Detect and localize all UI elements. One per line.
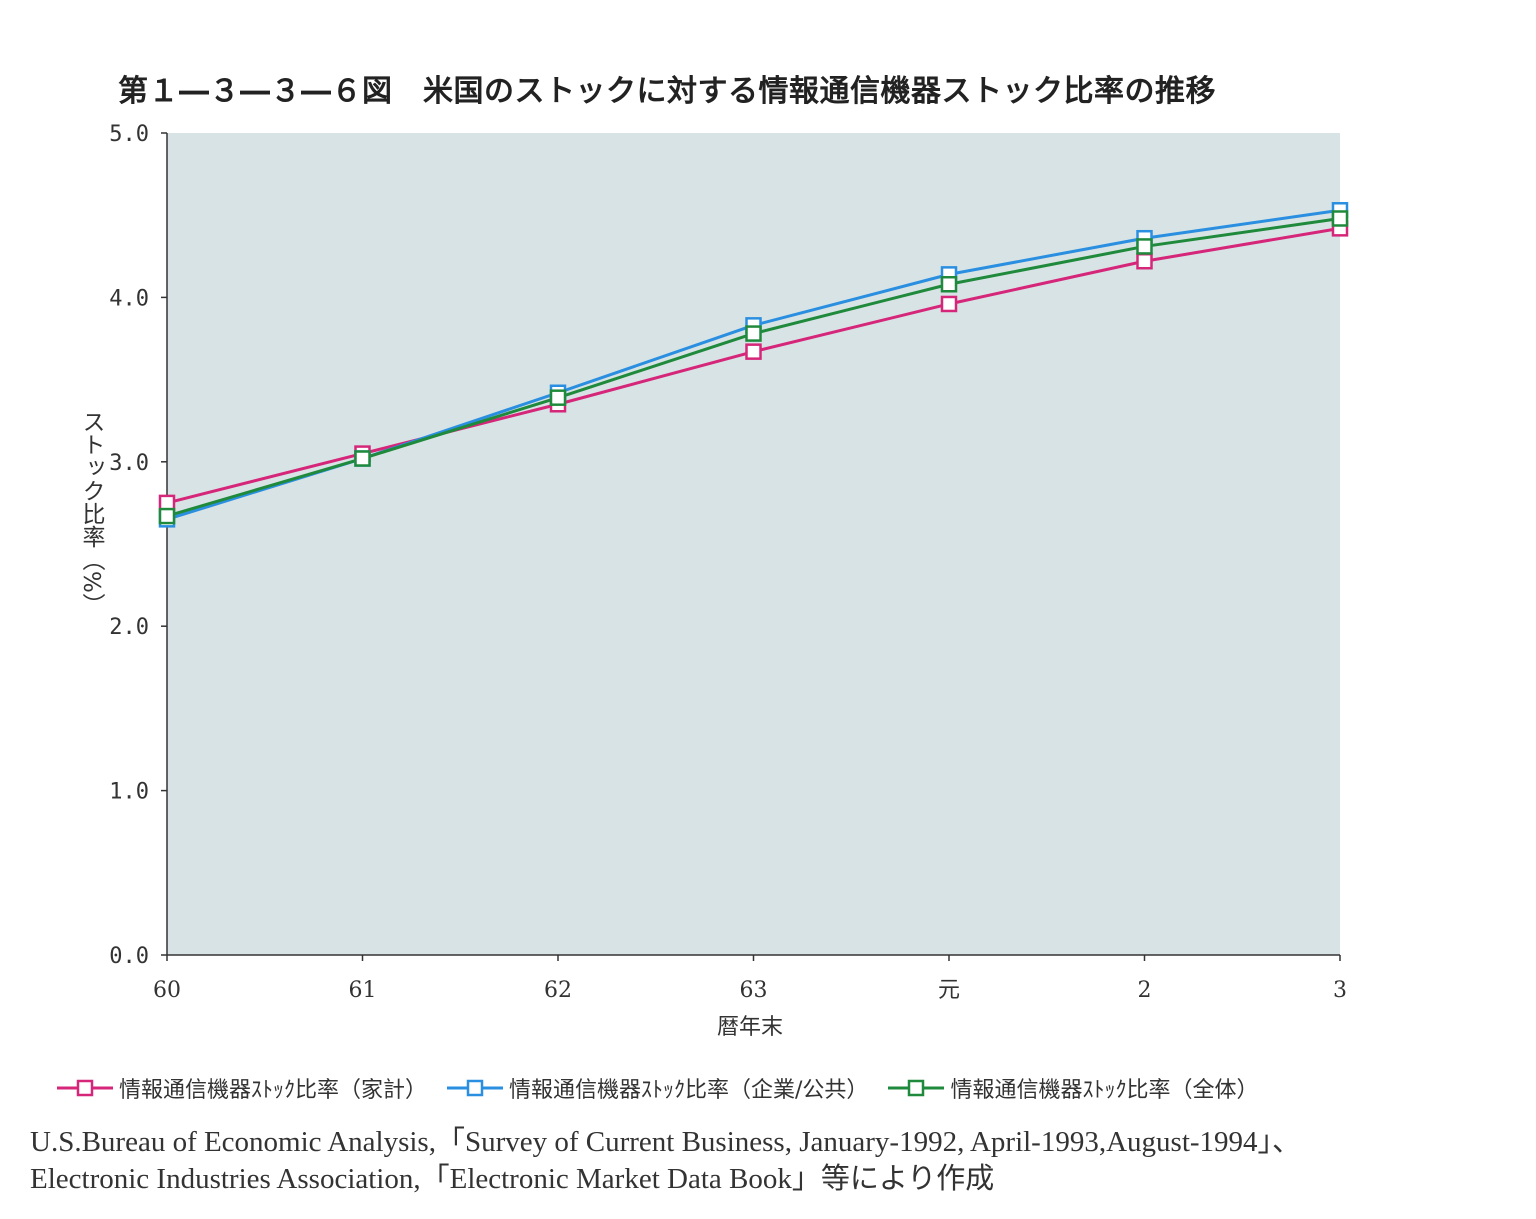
data-point-marker [354, 450, 371, 467]
data-point-marker [1331, 210, 1349, 227]
source-line-1: U.S.Bureau of Economic Analysis,「Survey … [30, 1126, 1302, 1158]
line-chart: 0.0 1.0 2.0 3.0 4.0 5.0 60 61 62 63 元 2 3 暦年末 [109, 122, 1349, 1040]
chart-title: 第１―３―３―６図 米国のストックに対する情報通信機器ストック比率の推移 [118, 74, 1216, 109]
legend-label: 情報通信機器ｽﾄｯｸ比率（企業/公共） [509, 1078, 869, 1103]
data-point-marker [940, 295, 958, 313]
legend: 情報通信機器ｽﾄｯｸ比率（家計） 情報通信機器ｽﾄｯｸ比率（企業/公共） 情報通信機… [55, 1072, 1258, 1104]
y-tick-label: 1.0 [109, 780, 149, 805]
y-tick-label: 0.0 [109, 944, 149, 969]
y-tick-label: 4.0 [109, 286, 149, 311]
legend-label: 情報通信機器ｽﾄｯｸ比率（家計） [119, 1078, 428, 1103]
x-tick-label: 2 [1138, 978, 1152, 1003]
x-tick-label: 元 [938, 978, 960, 1003]
y-tick-label: 3.0 [109, 451, 149, 476]
y-axis-ticks: 0.0 1.0 2.0 3.0 4.0 5.0 [109, 122, 167, 969]
x-tick-label: 61 [349, 978, 377, 1003]
x-tick-label: 3 [1333, 978, 1347, 1003]
data-point-marker [1136, 238, 1153, 255]
legend-swatch [447, 1079, 504, 1097]
legend-label: 情報通信機器ｽﾄｯｸ比率（全体） [950, 1078, 1259, 1103]
x-tick-label: 62 [544, 978, 572, 1003]
data-point-marker [745, 343, 762, 360]
legend-swatch [888, 1079, 945, 1097]
source-line-2: Electronic Industries Association,「Elect… [30, 1163, 995, 1195]
data-point-marker [158, 507, 176, 525]
y-tick-label: 5.0 [109, 122, 149, 147]
data-point-marker [1136, 252, 1153, 270]
x-tick-label: 63 [740, 978, 768, 1003]
x-axis-ticks: 60 61 62 63 元 2 3 [153, 955, 1347, 1003]
legend-item-0: 情報通信機器ｽﾄｯｸ比率（家計） [55, 1072, 427, 1104]
y-tick-label: 2.0 [109, 615, 149, 640]
legend-item-2: 情報通信機器ｽﾄｯｸ比率（全体） [886, 1072, 1258, 1104]
series-markers [158, 202, 1349, 528]
legend-item-1: 情報通信機器ｽﾄｯｸ比率（企業/公共） [445, 1072, 868, 1104]
data-point-marker [158, 494, 176, 512]
plot-area [167, 133, 1340, 955]
data-point-marker [940, 275, 958, 293]
source-note: U.S.Bureau of Economic Analysis,「Survey … [30, 1124, 1301, 1198]
data-point-marker [549, 389, 567, 406]
y-axis-label: ストック比率（%） [78, 410, 104, 616]
x-tick-label: 60 [153, 978, 181, 1003]
legend-swatch [57, 1079, 113, 1097]
data-point-marker [745, 325, 762, 342]
x-axis-label: 暦年末 [717, 1015, 783, 1040]
